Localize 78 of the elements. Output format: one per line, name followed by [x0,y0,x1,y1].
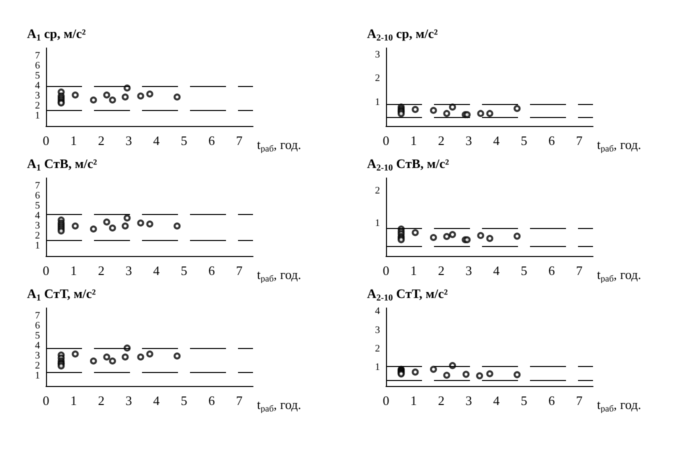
y-tick-label: 3 [35,220,40,232]
y-tick-label: 6 [35,190,40,202]
x-tick-label: 1 [70,393,77,408]
x-tick-label: 1 [70,263,77,278]
y-tick-label: 1 [35,240,40,252]
x-tick-label: 7 [576,133,583,148]
y-tick-label: 2 [35,100,40,112]
x-tick-label: 2 [98,393,104,408]
x-tick-label: 4 [153,263,160,278]
x-tick-label: 6 [208,263,216,278]
x-tick-label: 6 [208,133,216,148]
x-tick-label: 2 [438,133,444,148]
y-tick-label: 3 [35,90,40,102]
x-tick-label: 4 [153,393,160,408]
y-tick-label: 2 [375,186,380,196]
x-tick-label: 4 [153,133,160,148]
y-tick-label: 2 [35,360,40,372]
y-tick-label: 1 [375,96,380,108]
x-tick-label: 5 [520,133,528,148]
x-tick-label: 2 [438,393,444,408]
y-tick-label: 7 [35,50,40,62]
x-tick-label: 4 [493,133,500,148]
x-tick-label: 6 [548,133,556,148]
x-tick-label: 0 [42,393,50,408]
x-tick-label: 3 [466,393,472,408]
y-tick-label: 1 [35,370,40,382]
x-tick-label: 5 [520,393,528,408]
y-tick-label: 1 [375,362,380,373]
x-tick-label: 6 [548,393,556,408]
y-tick-label: 4 [375,306,380,318]
x-tick-label: 3 [466,133,472,148]
x-tick-label: 0 [382,263,390,278]
y-tick-label: 3 [375,50,380,61]
x-tick-label: 0 [42,263,50,278]
y-tick-label: 4 [35,340,40,352]
x-tick-label: 5 [520,263,528,278]
x-tick-label: 0 [382,133,390,148]
x-tick-label: 5 [180,133,188,148]
y-tick-label: 6 [35,60,40,72]
y-tick-label: 1 [375,218,380,229]
y-tick-label: 7 [35,310,40,322]
x-tick-label: 5 [180,393,188,408]
x-tick-label: 2 [98,263,104,278]
y-tick-label: 5 [35,200,40,212]
y-tick-label: 4 [35,80,40,92]
y-tick-label: 5 [35,330,40,342]
x-tick-label: 0 [42,133,50,148]
x-tick-label: 7 [236,393,243,408]
x-tick-label: 7 [236,133,243,148]
x-tick-label: 2 [438,263,444,278]
x-tick-label: 7 [576,263,583,278]
y-tick-label: 3 [375,324,380,336]
y-tick-label: 2 [375,343,380,354]
y-tick-label: 2 [375,73,380,84]
x-tick-label: 6 [208,393,216,408]
x-tick-label: 1 [410,133,417,148]
x-tick-label: 4 [493,263,500,278]
y-tick-label: 4 [35,210,40,222]
y-tick-label: 5 [35,70,40,82]
x-tick-label: 0 [382,393,390,408]
x-tick-label: 3 [126,133,132,148]
x-tick-label: 1 [70,133,77,148]
x-tick-label: 3 [126,393,132,408]
x-tick-label: 7 [576,393,583,408]
y-tick-label: 3 [35,350,40,362]
x-tick-label: 5 [180,263,188,278]
y-tick-label: 6 [35,320,40,332]
y-tick-label: 7 [35,180,40,192]
y-tick-label: 2 [35,230,40,242]
x-tick-label: 7 [236,263,243,278]
x-tick-label: 3 [126,263,132,278]
x-tick-label: 2 [98,133,104,148]
x-tick-label: 3 [466,263,472,278]
x-tick-label: 6 [548,263,556,278]
x-tick-label: 4 [493,393,500,408]
x-tick-label: 1 [410,263,417,278]
y-tick-label: 1 [35,110,40,122]
x-tick-label: 1 [410,393,417,408]
